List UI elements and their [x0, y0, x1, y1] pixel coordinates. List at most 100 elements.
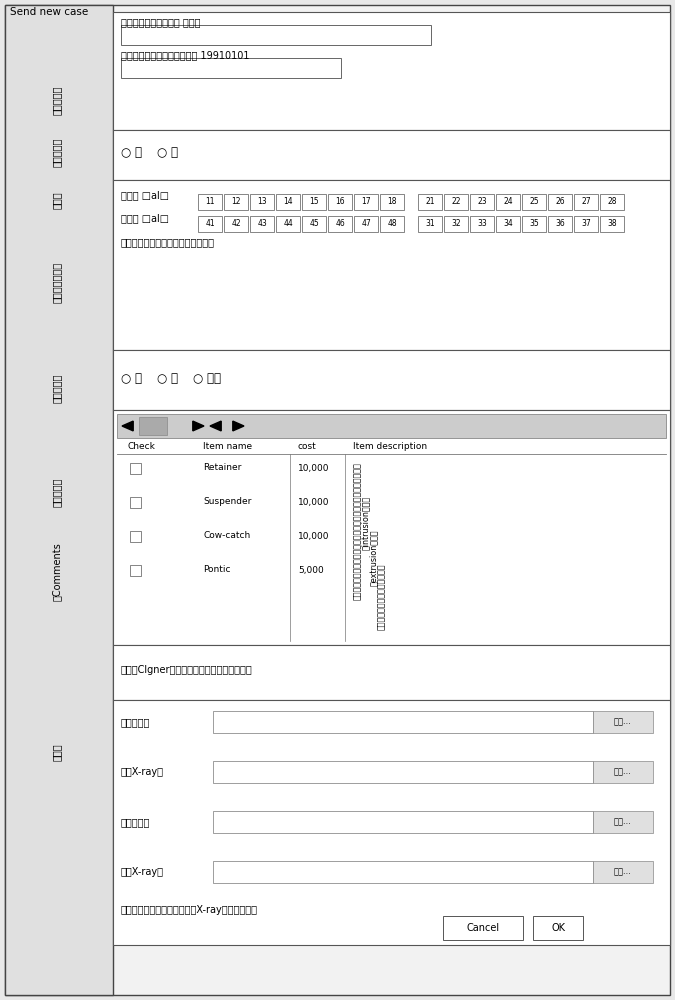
Bar [444, 216, 468, 232]
Text: 47: 47 [361, 220, 371, 229]
Bar [496, 216, 520, 232]
Bar [276, 194, 300, 210]
Text: 《追加项目: 《追加项目 [52, 477, 62, 507]
Bar [130, 463, 141, 474]
Text: 45: 45 [309, 220, 319, 229]
Bar [117, 414, 666, 438]
Text: 36: 36 [555, 220, 565, 229]
Bar [224, 194, 248, 210]
Bar [548, 194, 572, 210]
Bar [470, 216, 494, 232]
Text: 《患者姓名: 《患者姓名 [52, 85, 62, 115]
Text: 24: 24 [503, 198, 513, 207]
Text: 10,000: 10,000 [298, 464, 329, 473]
Text: 31: 31 [425, 220, 435, 229]
Text: 搜索...: 搜索... [614, 818, 632, 826]
Bar [380, 194, 404, 210]
Bar [593, 861, 653, 883]
Text: 上魂： □al□: 上魂： □al□ [121, 190, 169, 200]
Text: 为防止矫正之后重新发作而作戴的维持装置（矫正期间必须佩戴）: 为防止矫正之后重新发作而作戴的维持装置（矫正期间必须佩戴） [353, 462, 362, 600]
Text: cost: cost [298, 442, 317, 451]
Text: 能修补缺损牙齿美耂的人工牙齿: 能修补缺损牙齿美耂的人工牙齿 [377, 564, 386, 631]
Bar [380, 216, 404, 232]
Text: 43: 43 [257, 220, 267, 229]
Text: 14: 14 [284, 198, 293, 207]
Bar [113, 12, 670, 130]
Bar [250, 194, 274, 210]
Text: 请输入患者的出生日期。如） 19910101: 请输入患者的出生日期。如） 19910101 [121, 50, 250, 60]
Bar [113, 180, 670, 350]
Bar [593, 761, 653, 783]
Bar [593, 811, 653, 833]
Text: 32: 32 [451, 220, 461, 229]
Text: 27: 27 [581, 198, 591, 207]
Text: Cancel: Cancel [466, 923, 500, 933]
Text: 《性别: 《性别 [52, 191, 62, 209]
Text: 25: 25 [529, 198, 539, 207]
Text: 搜索...: 搜索... [614, 768, 632, 776]
Text: 下魂： □al□: 下魂： □al□ [121, 213, 169, 223]
Bar [113, 645, 670, 700]
Text: 26: 26 [555, 198, 565, 207]
Text: 11: 11 [205, 198, 215, 207]
Text: 21: 21 [425, 198, 435, 207]
Bar [276, 216, 300, 232]
Text: 从齿式中选择需要矫正的牙齿序号。: 从齿式中选择需要矫正的牙齿序号。 [121, 237, 215, 247]
Bar [522, 194, 546, 210]
Text: Item name: Item name [203, 442, 252, 451]
Bar [418, 216, 442, 232]
Text: 33: 33 [477, 220, 487, 229]
Text: 13: 13 [257, 198, 267, 207]
Bar [600, 216, 624, 232]
Text: 22: 22 [452, 198, 461, 207]
Text: 48: 48 [387, 220, 397, 229]
Text: 为便于进行分析，请将照片和X-ray都进行上传。: 为便于进行分析，请将照片和X-ray都进行上传。 [121, 905, 258, 915]
Text: 《魔光与否: 《魔光与否 [52, 373, 62, 403]
Bar [600, 194, 624, 210]
Polygon shape [193, 421, 204, 431]
Bar [113, 410, 670, 645]
Text: 《选择矫正牙齿: 《选择矫正牙齿 [52, 261, 62, 303]
Bar [121, 25, 431, 45]
Bar [574, 216, 598, 232]
Text: OK: OK [551, 923, 565, 933]
Bar [496, 194, 520, 210]
Text: 35: 35 [529, 220, 539, 229]
Text: 正面照片：: 正面照片： [121, 817, 151, 827]
Bar [213, 761, 593, 783]
Text: ○ 男    ○ 女: ○ 男 ○ 女 [121, 145, 178, 158]
Polygon shape [122, 421, 133, 431]
Text: 23: 23 [477, 198, 487, 207]
Polygon shape [233, 421, 244, 431]
Bar [302, 194, 326, 210]
Bar [213, 861, 593, 883]
Text: 搜索...: 搜索... [614, 718, 632, 726]
Bar [198, 194, 222, 210]
Text: Check: Check [128, 442, 156, 451]
Polygon shape [210, 421, 221, 431]
Bar [418, 194, 442, 210]
Bar [328, 216, 352, 232]
Text: 正面X-ray：: 正面X-ray： [121, 867, 164, 877]
Bar [522, 216, 546, 232]
Bar [548, 216, 572, 232]
Text: 38: 38 [608, 220, 617, 229]
Text: 为extrusion的装置: 为extrusion的装置 [369, 530, 378, 586]
Bar [354, 216, 378, 232]
Text: 10,000: 10,000 [298, 497, 329, 506]
Text: 44: 44 [283, 220, 293, 229]
Bar [593, 711, 653, 733]
Text: 侧面照片：: 侧面照片： [121, 717, 151, 727]
Text: 请输入Clgner制作时的要求事项或特殊事项。: 请输入Clgner制作时的要求事项或特殊事项。 [121, 665, 252, 675]
Text: 41: 41 [205, 220, 215, 229]
Text: 46: 46 [335, 220, 345, 229]
Text: 37: 37 [581, 220, 591, 229]
Bar [121, 58, 341, 78]
Bar [328, 194, 352, 210]
Bar [130, 497, 141, 508]
Bar [533, 916, 583, 940]
Bar [198, 216, 222, 232]
Text: 《Comments: 《Comments [52, 543, 62, 601]
Text: ○ 是    ○ 否    ○ 自愿: ○ 是 ○ 否 ○ 自愿 [121, 371, 221, 384]
Bar [354, 194, 378, 210]
